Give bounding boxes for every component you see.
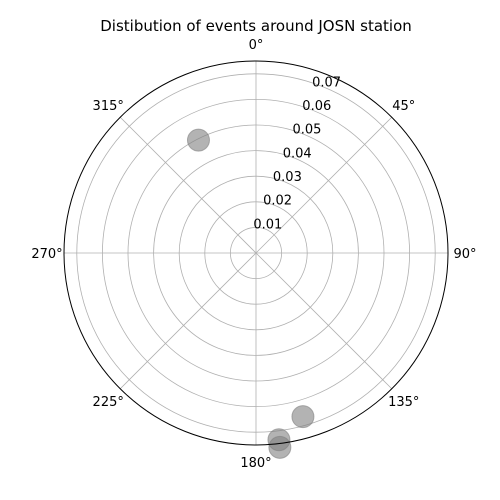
radial-tick-label: 0.06 bbox=[302, 99, 331, 114]
grid bbox=[64, 61, 448, 445]
angle-tick-labels: 0° 45° 90° 135° 180° 225° 270° 315° bbox=[31, 38, 476, 471]
radial-tick-label: 0.07 bbox=[312, 75, 341, 90]
angle-tick-label: 225° bbox=[93, 395, 124, 410]
angle-tick-label: 315° bbox=[93, 99, 124, 114]
angle-tick-label: 45° bbox=[392, 99, 415, 114]
radial-tick-label: 0.01 bbox=[253, 217, 282, 232]
angle-tick-label: 135° bbox=[388, 395, 419, 410]
radial-tick-label: 0.05 bbox=[293, 123, 322, 138]
radial-tick-labels: 0.01 0.02 0.03 0.04 0.05 0.06 0.07 bbox=[253, 75, 341, 232]
chart-title: Distibution of events around JOSN statio… bbox=[100, 17, 412, 35]
angle-grid-line bbox=[119, 252, 257, 390]
angle-tick-label: 270° bbox=[31, 247, 62, 262]
radial-tick-label: 0.02 bbox=[263, 194, 292, 209]
angle-grid-line bbox=[119, 116, 257, 254]
data-point bbox=[186, 128, 210, 152]
polar-frame bbox=[63, 60, 449, 446]
angle-tick-label: 90° bbox=[453, 247, 476, 262]
data-point bbox=[291, 405, 315, 429]
data-point bbox=[268, 435, 292, 459]
radial-tick-label: 0.04 bbox=[283, 146, 312, 161]
angle-tick-label: 0° bbox=[249, 38, 264, 53]
data-points bbox=[186, 128, 315, 459]
angle-grid-line bbox=[255, 116, 393, 254]
angle-grid-line bbox=[255, 252, 393, 390]
angle-tick-label: 180° bbox=[240, 456, 271, 471]
radial-tick-label: 0.03 bbox=[273, 170, 302, 185]
